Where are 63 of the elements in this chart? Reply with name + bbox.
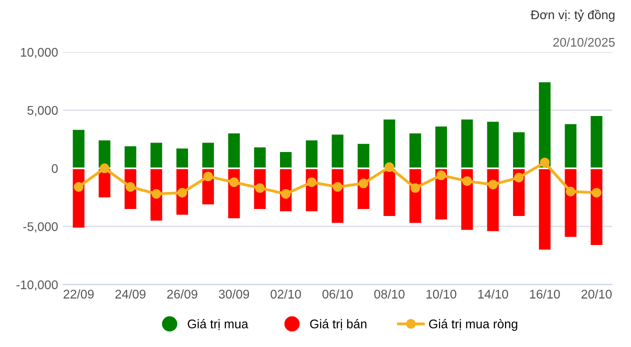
bar	[254, 147, 266, 168]
bar	[332, 134, 344, 168]
x-tick-label: 14/10	[478, 289, 508, 299]
point	[488, 180, 498, 190]
point	[229, 177, 239, 188]
bar	[384, 168, 396, 216]
point	[306, 177, 317, 188]
x-tick-label: 26/09	[167, 289, 198, 299]
y-tick-label: 0	[52, 164, 58, 173]
bar	[461, 119, 473, 168]
bar	[228, 133, 240, 168]
bar	[409, 133, 422, 168]
point	[384, 162, 394, 172]
x-tick-label: 02/10	[270, 289, 301, 299]
chart-title: Đơn vị: tỷ đồng	[530, 10, 614, 22]
x-tick-label: 22/09	[64, 289, 94, 299]
x-tick-label: 06/10	[322, 289, 353, 299]
legend-label: Giá trị bán	[310, 319, 366, 330]
point	[203, 172, 213, 182]
y-tick-label: 10,000	[20, 48, 58, 58]
bar	[513, 132, 525, 168]
x-tick-label: 10/10	[426, 289, 456, 299]
point	[358, 178, 368, 188]
bar	[124, 146, 136, 168]
x-tick-label: 24/09	[115, 289, 146, 299]
bar	[538, 82, 551, 168]
bar	[590, 116, 602, 168]
bar	[306, 140, 318, 168]
bar	[564, 124, 576, 168]
point	[100, 163, 110, 174]
x-tick-label: 08/10	[374, 289, 405, 299]
x-tick-label: 20/10	[582, 289, 612, 299]
point	[436, 170, 446, 180]
legend-label: Giá trị mua ròng	[429, 319, 518, 331]
point	[540, 158, 550, 168]
bar	[176, 148, 188, 168]
point	[592, 188, 602, 198]
point	[151, 189, 162, 199]
bar	[435, 126, 447, 168]
y-tick-label: -5,000	[23, 222, 58, 233]
point	[280, 189, 291, 199]
y-tick-label: 5,000	[27, 106, 58, 116]
bar	[487, 122, 499, 168]
point	[410, 183, 420, 193]
bar	[384, 119, 396, 168]
bar	[590, 168, 602, 246]
legend-label: Giá trị mua	[188, 319, 248, 330]
bar	[72, 130, 84, 168]
point	[514, 172, 524, 182]
y-tick-label: -10,000	[16, 280, 58, 291]
chart-subtitle: 20/10/2025	[553, 38, 615, 47]
point	[74, 182, 84, 192]
point	[177, 188, 188, 198]
bar	[202, 142, 214, 168]
bar	[150, 142, 162, 168]
point	[566, 186, 576, 196]
point	[462, 176, 472, 186]
point	[332, 182, 342, 192]
bar	[538, 168, 551, 250]
x-tick-label: 30/09	[218, 289, 250, 299]
x-tick-label: 16/10	[530, 289, 560, 299]
bar	[280, 152, 292, 168]
bar	[358, 144, 370, 168]
